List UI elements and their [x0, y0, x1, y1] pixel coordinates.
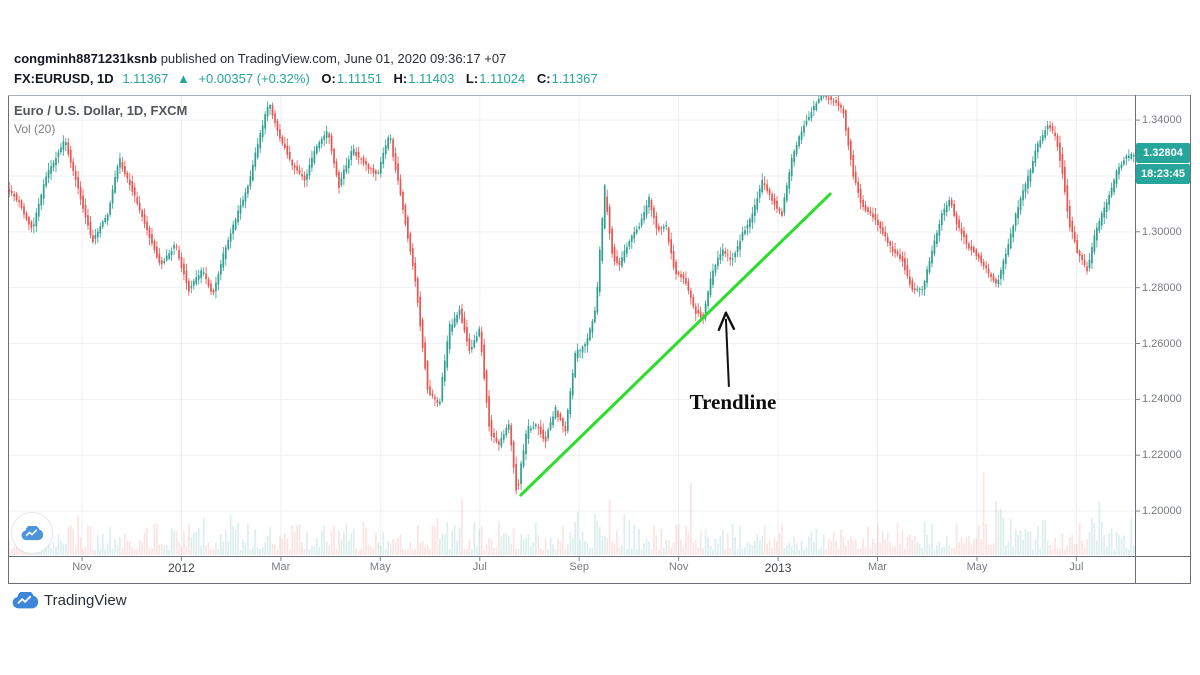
publish-line: congminh8871231ksnb published on Trading… — [14, 51, 506, 66]
ohlc-high: H:1.11403 — [393, 71, 455, 86]
price-tick-label: 1.26000 — [1142, 337, 1182, 350]
time-tick-label: Nov — [668, 561, 689, 573]
brand-name: TradingView — [44, 592, 127, 609]
tradingview-logo-icon — [12, 592, 38, 609]
up-arrow-icon: ▲ — [176, 71, 190, 86]
price-tick-label: 1.24000 — [1142, 393, 1182, 406]
tradingview-brand-link[interactable]: TradingView — [12, 592, 127, 609]
time-tick-label: Mar — [868, 561, 887, 573]
time-tick-label: Sep — [569, 561, 589, 573]
time-tick-label: May — [369, 561, 391, 573]
bar-countdown-badge: 18:23:45 — [1136, 164, 1190, 184]
tradingview-cloud-icon — [21, 525, 43, 540]
price-tick-label: 1.34000 — [1142, 114, 1182, 127]
time-tick-label: Mar — [271, 561, 291, 573]
time-tick-label: Jul — [472, 561, 487, 573]
time-tick-year-label: 2012 — [168, 561, 195, 575]
last-price: 1.11367 — [122, 71, 169, 86]
chart-watermark — [11, 512, 53, 554]
ohlc-low: L:1.11024 — [465, 71, 526, 86]
ohlc-open: O:1.11151 — [321, 71, 382, 86]
time-tick-label: Jul — [1069, 561, 1084, 573]
ohlc-close: C:1.11367 — [536, 71, 598, 86]
ticker-line: FX:EURUSD, 1D 1.11367 ▲ +0.00357 (+0.32%… — [14, 71, 598, 86]
author-username: congminh8871231ksnb — [14, 51, 158, 66]
price-tick-label: 1.22000 — [1142, 449, 1182, 462]
publish-info: published on TradingView.com, June 01, 2… — [160, 51, 507, 66]
trendline-annotation-label: Trendline — [689, 390, 777, 414]
time-tick-label: May — [966, 561, 988, 573]
symbol-label: FX:EURUSD, 1D — [14, 71, 114, 86]
price-tick-label: 1.28000 — [1142, 281, 1182, 294]
last-price-badge: 1.32804 — [1136, 143, 1190, 163]
price-change: +0.00357 (+0.32%) — [198, 71, 310, 86]
price-tick-label: 1.20000 — [1142, 505, 1182, 518]
time-tick-label: Nov — [72, 561, 92, 573]
time-tick-year-label: 2013 — [764, 561, 792, 575]
price-tick-label: 1.30000 — [1142, 225, 1182, 238]
